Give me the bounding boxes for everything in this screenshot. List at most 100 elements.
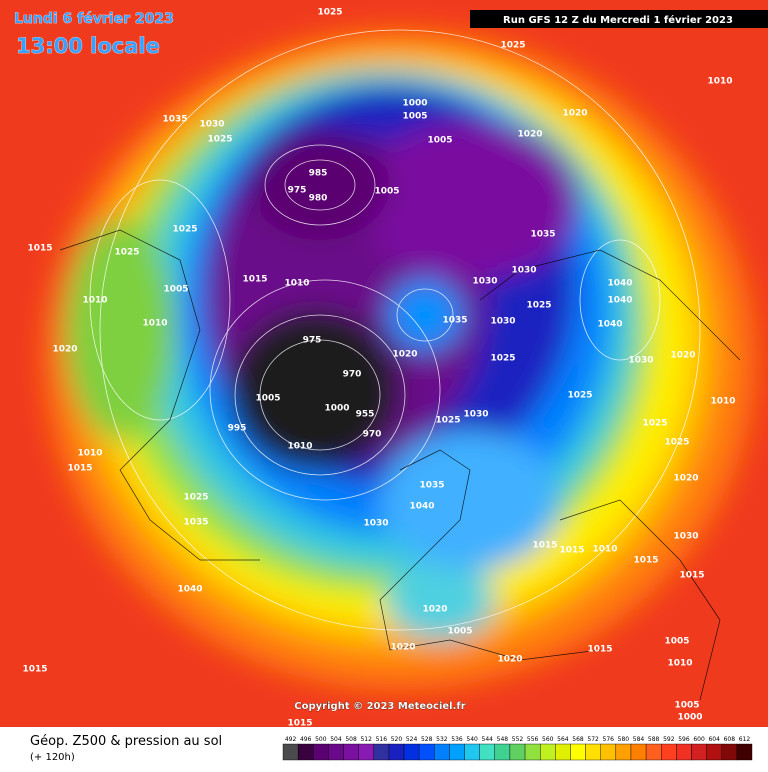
field-shapes bbox=[45, 30, 755, 690]
scale-label: 556 bbox=[527, 736, 539, 743]
isobar-label: 1030 bbox=[490, 317, 515, 327]
scale-swatch bbox=[661, 743, 677, 761]
scale-swatch bbox=[418, 743, 435, 761]
isobar-label: 1025 bbox=[567, 391, 592, 401]
scale-swatch bbox=[297, 743, 314, 761]
isobar-label: 955 bbox=[356, 410, 375, 420]
isobar-label: 1025 bbox=[317, 8, 342, 18]
scale-label: 492 bbox=[285, 736, 297, 743]
scale-swatch bbox=[449, 743, 465, 761]
isobar-label: 975 bbox=[303, 336, 322, 346]
isobar-labels: 1025 1025 1010 1000 1005 1005 1020 1020 1035 1030… bbox=[22, 8, 735, 729]
isobar-label: 1010 bbox=[142, 319, 167, 329]
isobar-label: 1000 bbox=[402, 99, 427, 109]
scale-label: 588 bbox=[648, 736, 660, 743]
isobar-label: 1030 bbox=[463, 410, 488, 420]
scale-label: 560 bbox=[542, 736, 554, 743]
isobar-label: 1005 bbox=[402, 112, 427, 122]
isobar-label: 1035 bbox=[442, 316, 467, 326]
isobar-label: 1010 bbox=[284, 279, 309, 289]
isobar-label: 1025 bbox=[500, 41, 525, 51]
isobar-label: 1005 bbox=[427, 136, 452, 146]
scale-swatch bbox=[373, 743, 390, 761]
scale-label: 596 bbox=[678, 736, 690, 743]
isobar-label: 1015 bbox=[587, 645, 612, 655]
scale-swatch bbox=[343, 743, 359, 761]
isobar-label: 1030 bbox=[673, 532, 698, 542]
isobar-label: 1030 bbox=[628, 356, 653, 366]
isobar-label: 1015 bbox=[27, 244, 52, 254]
scale-label: 568 bbox=[572, 736, 584, 743]
scale-swatch bbox=[676, 743, 692, 761]
isobar-label: 1030 bbox=[199, 120, 224, 130]
scale-swatch bbox=[313, 743, 329, 761]
isobar-label: 1035 bbox=[162, 115, 187, 125]
isobar-label: 1040 bbox=[607, 296, 632, 306]
isobar-label: 1015 bbox=[22, 665, 47, 675]
isobar-label: 1025 bbox=[114, 248, 139, 258]
isobar-label: 1030 bbox=[511, 266, 536, 276]
scale-label: 512 bbox=[360, 736, 372, 743]
isobar-label: 1035 bbox=[183, 518, 208, 528]
scale-label: 516 bbox=[376, 736, 388, 743]
scale-label: 536 bbox=[451, 736, 463, 743]
copyright: Copyright © 2023 Meteociel.fr bbox=[294, 701, 465, 712]
isobar-label: 985 bbox=[309, 169, 328, 179]
isobar-label: 1010 bbox=[707, 77, 732, 87]
scale-swatch bbox=[570, 743, 586, 761]
isobar-label: 1030 bbox=[363, 519, 388, 529]
isobar-label: 995 bbox=[228, 424, 247, 434]
isobar-label: 1025 bbox=[526, 301, 551, 311]
scale-label: 496 bbox=[300, 736, 312, 743]
isobar-label: 970 bbox=[343, 370, 362, 380]
isobar-label: 1040 bbox=[409, 502, 434, 512]
scale-label: 532 bbox=[436, 736, 448, 743]
isobar-label: 1025 bbox=[642, 419, 667, 429]
isobar-label: 1025 bbox=[435, 416, 460, 426]
isobar-label: 1010 bbox=[667, 659, 692, 669]
scale-label: 584 bbox=[633, 736, 645, 743]
scale-label: 612 bbox=[739, 736, 751, 743]
isobar-label: 1025 bbox=[207, 135, 232, 145]
isobar-label: 970 bbox=[363, 430, 382, 440]
scale-swatch bbox=[509, 743, 526, 761]
isobar-label: 1040 bbox=[607, 279, 632, 289]
isobar-label: 1005 bbox=[447, 627, 472, 637]
isobar-label: 1015 bbox=[287, 719, 312, 729]
footer-subtitle: (+ 120h) bbox=[30, 752, 75, 763]
isobar-label: 1035 bbox=[419, 481, 444, 491]
scale-label: 504 bbox=[330, 736, 342, 743]
isobar-label: 1020 bbox=[562, 109, 587, 119]
scale-swatch bbox=[479, 743, 496, 761]
scale-label: 544 bbox=[482, 736, 494, 743]
scale-label: 528 bbox=[421, 736, 433, 743]
scale-swatch bbox=[464, 743, 480, 761]
scale-swatch bbox=[555, 743, 571, 761]
isobar-label: 1015 bbox=[67, 464, 92, 474]
scale-swatch bbox=[524, 743, 541, 761]
color-scale: 492 496 500 504 508 512 516 520 524 528 532 536 540 5… bbox=[282, 736, 753, 761]
coastlines bbox=[59, 229, 741, 701]
isobar-label: 1010 bbox=[710, 397, 735, 407]
scale-swatch bbox=[403, 743, 420, 761]
scale-label: 548 bbox=[497, 736, 509, 743]
isobar-label: 1015 bbox=[242, 275, 267, 285]
scale-swatch bbox=[388, 743, 405, 761]
isobar-label: 1025 bbox=[183, 493, 208, 503]
scale-swatch bbox=[434, 743, 450, 761]
isobar-label: 1040 bbox=[597, 320, 622, 330]
isobar-label: 1030 bbox=[472, 277, 497, 287]
scale-label: 608 bbox=[724, 736, 736, 743]
isobar-label: 1000 bbox=[324, 404, 349, 414]
scale-swatch bbox=[282, 743, 299, 761]
scale-label: 604 bbox=[708, 736, 720, 743]
isobar-label: 1035 bbox=[530, 230, 555, 240]
isobar-label: 1020 bbox=[390, 643, 415, 653]
scale-label: 572 bbox=[587, 736, 599, 743]
scale-swatch bbox=[600, 743, 617, 761]
scale-swatch bbox=[539, 743, 556, 761]
scale-label: 576 bbox=[603, 736, 615, 743]
isobar-label: 1020 bbox=[517, 130, 542, 140]
